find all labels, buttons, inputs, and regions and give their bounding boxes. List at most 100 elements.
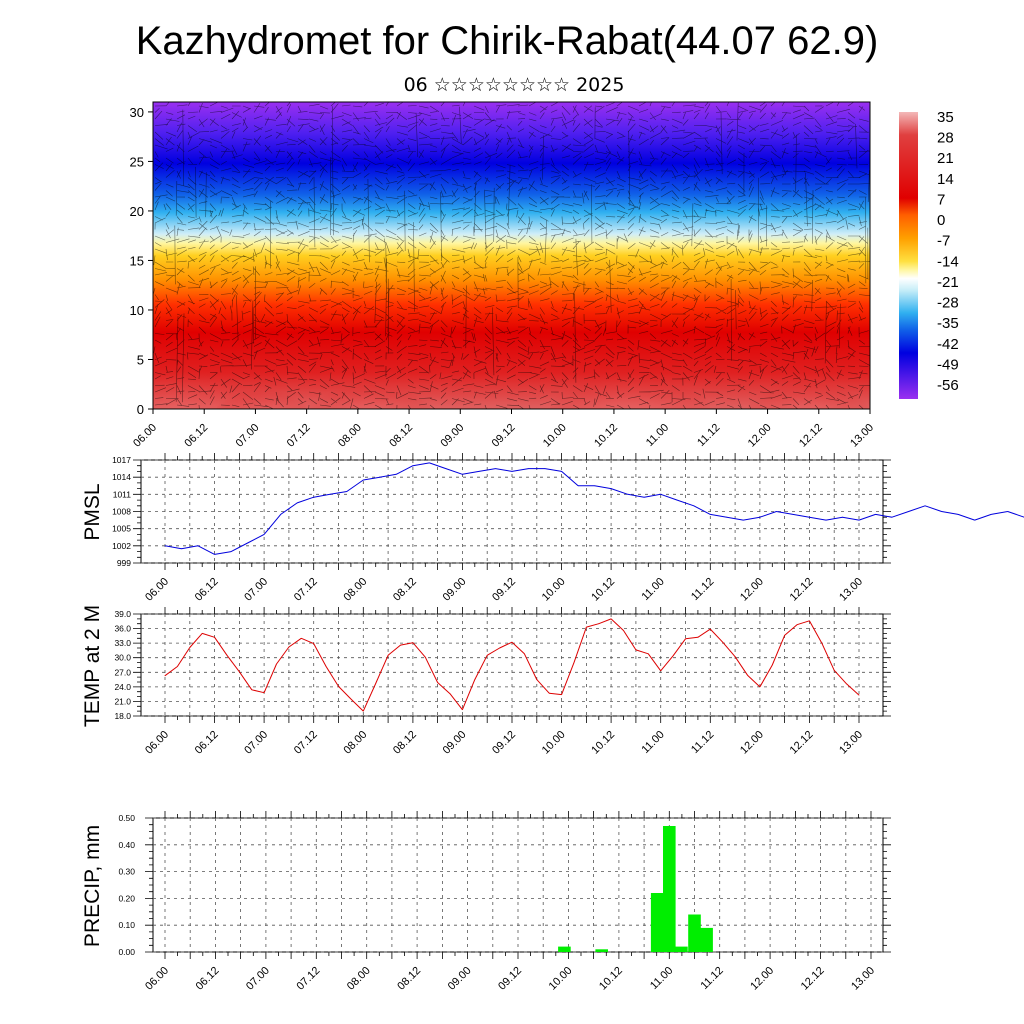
warm-core-4 (217, 369, 307, 409)
series-segment (202, 632, 215, 638)
colorbar-gradient (899, 112, 918, 399)
x-tick-label: 12.00 (748, 965, 776, 993)
series-segment (809, 516, 827, 521)
data-point (858, 519, 860, 521)
series-segment (362, 683, 377, 712)
series-segment (610, 618, 624, 631)
x-tick-label: 12.12 (788, 576, 816, 604)
series-segment (644, 493, 661, 498)
data-point (387, 654, 389, 656)
series-segment (825, 516, 843, 521)
data-point (941, 511, 942, 512)
series-segment (891, 511, 909, 518)
y-tick-label: 33.0 (114, 638, 131, 648)
data-point (499, 647, 500, 649)
data-point (660, 493, 662, 495)
series-segment (461, 679, 476, 710)
precipitation-panel: 0.50 0.40 0.30 0.20 0.10 0.00 06.00 06.12 07.00 0… (118, 811, 891, 993)
x-tick-label: 10.12 (589, 729, 617, 757)
x-tick-label: 13.00 (849, 965, 877, 993)
series-segment (238, 671, 253, 691)
x-tick-label: 10.00 (540, 729, 568, 757)
precipitation-axis-label: PRECIP, mm (81, 825, 104, 947)
x-tick-label: 06.00 (143, 576, 171, 604)
data-point (660, 670, 662, 672)
data-point (685, 638, 686, 640)
data-point (338, 686, 339, 687)
data-point (784, 635, 785, 636)
x-tick-label: 10.00 (540, 576, 568, 604)
data-point (577, 485, 579, 487)
y-tick-label: 21.0 (114, 696, 131, 706)
precip-bar (700, 927, 713, 952)
series-segment (313, 643, 327, 667)
series-segment (875, 513, 893, 518)
series (164, 618, 860, 712)
data-point (214, 554, 216, 555)
data-point (177, 666, 178, 667)
y-tick-label: 1014 (112, 472, 131, 482)
series-segment (478, 468, 496, 472)
series-segment (247, 533, 265, 544)
heatmap-x-tick-label: 09.12 (490, 422, 518, 450)
x-tick-label: 06.12 (194, 965, 222, 993)
series-segment (573, 626, 587, 663)
data-point (201, 633, 203, 634)
x-tick-label: 08.12 (395, 965, 423, 993)
data-point (280, 514, 282, 515)
data-point (329, 493, 331, 495)
series-segment (462, 470, 480, 475)
series-segment (263, 514, 282, 535)
data-point (437, 682, 438, 683)
data-point (1007, 511, 1009, 512)
heatmap-x-tick-label: 11.12 (695, 422, 722, 449)
x-tick-label: 07.00 (242, 576, 270, 604)
data-point (891, 516, 893, 518)
data-point (247, 542, 249, 544)
series-segment (660, 493, 678, 501)
x-tick-label: 10.00 (547, 965, 575, 993)
heatmap-y-tick-label: 10 (130, 303, 144, 318)
x-tick-label: 08.12 (391, 576, 419, 604)
x-tick-label: 06.00 (143, 965, 171, 993)
data-point (776, 511, 777, 512)
precip-bar (558, 946, 571, 952)
series-segment (672, 638, 686, 657)
data-point (796, 624, 798, 626)
data-point (573, 662, 575, 663)
series-segment (297, 496, 314, 504)
data-point (412, 642, 414, 644)
series-segment (623, 630, 637, 651)
series-segment (842, 516, 860, 521)
series-segment (697, 628, 711, 638)
x-tick-label: 06.12 (193, 729, 221, 757)
data-point (474, 679, 476, 680)
data-point (957, 514, 959, 515)
series-segment (226, 654, 240, 673)
series-segment (759, 664, 773, 688)
heatmap-y-tick-label: 5 (137, 352, 144, 367)
series-segment (685, 636, 698, 640)
x-tick-label: 10.12 (597, 965, 625, 993)
series-segment (991, 511, 1008, 515)
heatmap-x-tick-label: 06.00 (131, 422, 159, 450)
data-point (251, 689, 253, 691)
data-point (486, 654, 488, 656)
data-point (379, 476, 381, 478)
series-segment (363, 476, 380, 481)
data-point (627, 493, 629, 495)
data-point (792, 514, 794, 515)
x-tick-label: 07.00 (244, 965, 272, 993)
warm-core-3 (748, 354, 868, 409)
series-segment (726, 516, 744, 521)
data-point (536, 679, 538, 680)
panel-x-ticks (164, 607, 860, 723)
panel-grid (141, 613, 883, 717)
heatmap-x-tick-label: 10.00 (541, 422, 569, 450)
colorbar-label: -28 (937, 295, 959, 312)
series-segment (325, 666, 339, 687)
colorbar-label: -14 (937, 253, 959, 270)
x-tick-label: 08.00 (341, 576, 369, 604)
y-tick-label: 24.0 (114, 682, 131, 692)
